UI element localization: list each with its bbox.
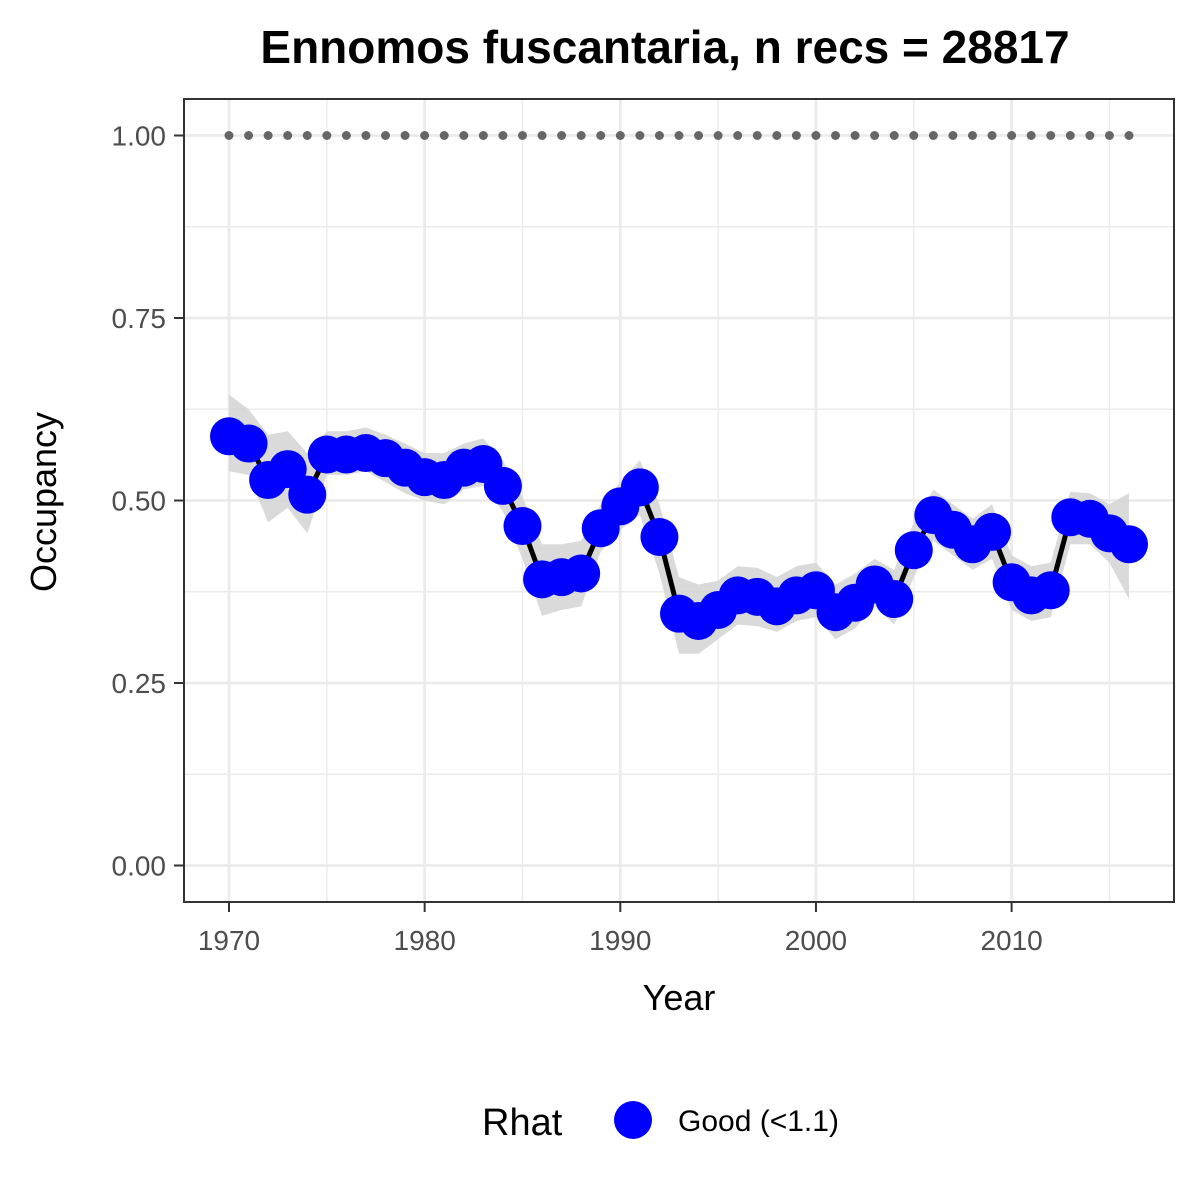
gridlines — [184, 99, 1174, 902]
reference-point — [596, 131, 606, 140]
reference-point — [831, 131, 841, 140]
data-point — [503, 507, 542, 546]
reference-point — [772, 131, 782, 140]
reference-point — [850, 131, 860, 140]
legend-title: Rhat — [482, 1102, 563, 1144]
reference-point — [459, 131, 469, 140]
reference-point — [263, 131, 273, 140]
reference-point — [244, 131, 254, 140]
reference-point — [909, 131, 919, 140]
y-tick-label: 1.00 — [112, 121, 167, 152]
reference-point — [870, 131, 880, 140]
reference-point — [615, 131, 625, 140]
reference-point — [361, 131, 371, 140]
data-points-layer — [210, 417, 1148, 640]
reference-point — [791, 131, 801, 140]
reference-point — [1124, 131, 1134, 140]
x-tick-label: 1970 — [198, 925, 260, 956]
chart-title: Ennomos fuscantaria, n recs = 28817 — [260, 21, 1069, 73]
data-point — [640, 518, 679, 556]
reference-point — [1007, 131, 1017, 140]
reference-point — [439, 131, 449, 140]
data-point — [875, 580, 914, 619]
y-tick-label: 0.00 — [112, 851, 167, 882]
reference-point — [517, 131, 527, 140]
y-tick-label: 0.50 — [112, 486, 167, 517]
reference-point — [1065, 131, 1075, 140]
data-point — [288, 475, 327, 514]
reference-point — [1046, 131, 1056, 140]
reference-point — [948, 131, 958, 140]
reference-point — [694, 131, 704, 140]
reference-point — [322, 131, 332, 140]
reference-point — [478, 131, 488, 140]
x-tick-label: 2010 — [980, 925, 1042, 956]
reference-point — [635, 131, 645, 140]
reference-point — [674, 131, 684, 140]
reference-point — [537, 131, 547, 140]
data-point — [1110, 525, 1148, 564]
legend-key-point — [614, 1101, 652, 1139]
x-tick-label: 2000 — [785, 925, 847, 956]
x-axis-ticks: 1970 1980 1990 2000 2010 — [198, 902, 1043, 956]
reference-line-layer — [224, 131, 1134, 140]
data-point — [894, 531, 933, 570]
reference-point — [557, 131, 567, 140]
reference-point — [576, 131, 586, 140]
reference-point — [1026, 131, 1036, 140]
y-axis-ticks: 0.00 0.25 0.50 0.75 1.00 — [112, 121, 184, 882]
reference-point — [752, 131, 762, 140]
reference-point — [420, 131, 430, 140]
reference-point — [498, 131, 508, 140]
legend: Rhat Good (<1.1) — [482, 1101, 839, 1144]
reference-point — [654, 131, 664, 140]
reference-point — [733, 131, 743, 140]
reference-point — [967, 131, 977, 140]
x-tick-label: 1990 — [589, 925, 651, 956]
reference-point — [811, 131, 821, 140]
reference-point — [928, 131, 938, 140]
data-point — [483, 466, 522, 505]
reference-point — [713, 131, 723, 140]
legend-label: Good (<1.1) — [678, 1105, 839, 1138]
reference-point — [1085, 131, 1095, 140]
reference-point — [1104, 131, 1114, 140]
y-tick-label: 0.75 — [112, 303, 167, 334]
reference-point — [889, 131, 899, 140]
data-point — [562, 554, 601, 593]
reference-point — [302, 131, 312, 140]
reference-point — [224, 131, 234, 140]
x-axis-title: Year — [643, 977, 716, 1018]
reference-point — [400, 131, 410, 140]
reference-point — [283, 131, 293, 140]
x-tick-label: 1980 — [394, 925, 456, 956]
y-axis-title: Occupancy — [23, 412, 64, 592]
reference-point — [341, 131, 351, 140]
reference-point — [381, 131, 391, 140]
data-point — [229, 424, 268, 463]
data-point — [620, 468, 659, 507]
data-point — [1031, 571, 1070, 610]
y-tick-label: 0.25 — [112, 668, 167, 699]
reference-point — [987, 131, 997, 140]
data-point — [973, 512, 1012, 551]
